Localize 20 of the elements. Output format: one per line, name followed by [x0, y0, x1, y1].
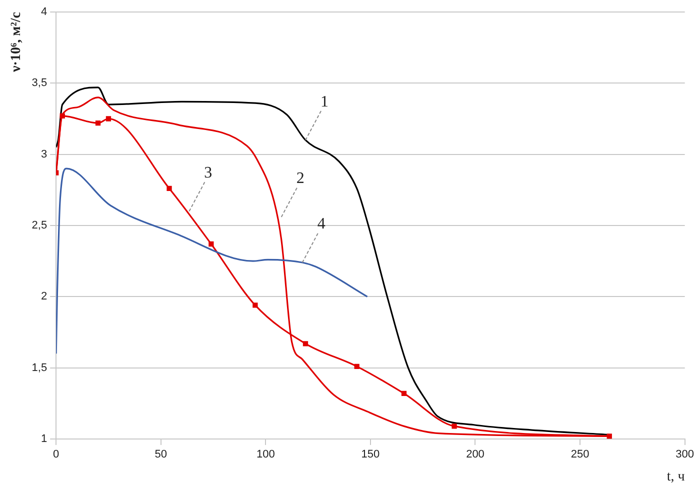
annotation: 4	[317, 216, 326, 233]
x-tick-label: 100	[256, 448, 275, 461]
y-tick-label: 1,5	[32, 362, 48, 374]
y-tick-label: 2,5	[32, 220, 48, 232]
y-tick-label: 3	[40, 148, 48, 160]
y-tick-label: 2	[40, 290, 48, 303]
x-tick-label: 0	[53, 448, 60, 461]
x-tick-label: 50	[154, 448, 168, 461]
x-tick-label: 200	[466, 448, 484, 461]
x-tick-label: 300	[676, 448, 694, 461]
y-tick-label: 1	[40, 433, 48, 446]
annotation: 2	[296, 170, 304, 188]
y-tick-label: 4	[40, 6, 48, 18]
y-tick-label: 3,5	[32, 77, 48, 90]
x-axis-title: t, ч	[666, 469, 685, 484]
x-tick-label: 250	[570, 448, 590, 461]
x-tick-label: 150	[361, 448, 380, 461]
annotation: 1	[320, 93, 328, 110]
y-axis-title: ν·10⁶, м²/с	[9, 12, 24, 73]
annotation: 3	[204, 164, 212, 182]
